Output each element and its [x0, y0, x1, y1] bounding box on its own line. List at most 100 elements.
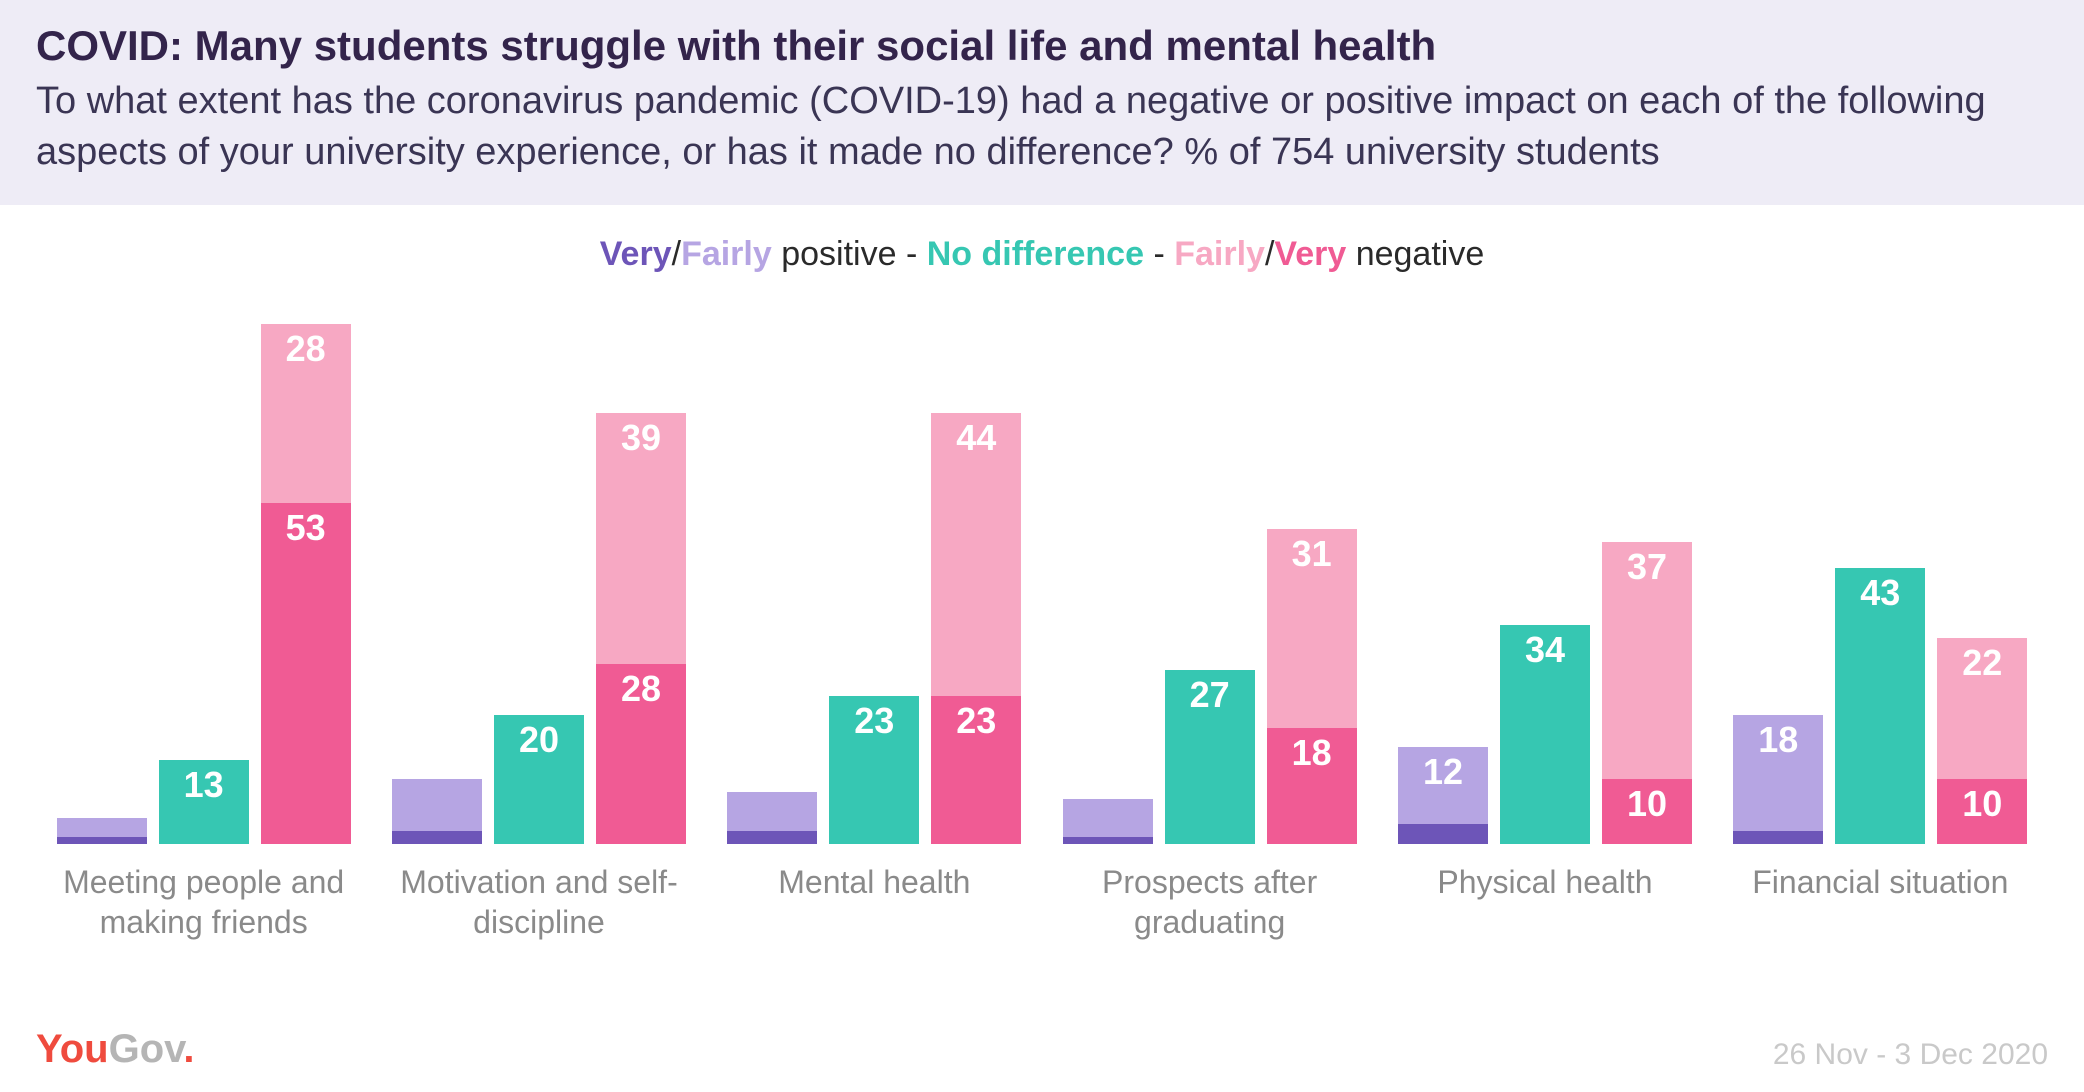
no-difference-bar: 34 [1500, 625, 1590, 843]
legend-very-positive: Very [600, 235, 672, 273]
legend-very-negative: Very [1274, 235, 1346, 273]
bars-row: 18 43 22 10 [1733, 324, 2027, 844]
positive-bar [1063, 799, 1153, 844]
legend-sep: - [1144, 235, 1174, 273]
bar-value-label: 43 [1860, 568, 1900, 614]
bar-segment: 13 [159, 760, 249, 843]
no-difference-bar: 23 [829, 696, 919, 844]
bar-value-label: 13 [184, 760, 224, 806]
bar-segment: 18 [1733, 715, 1823, 831]
bar-segment [1063, 799, 1153, 838]
bar-segment: 27 [1165, 670, 1255, 843]
bar-segment: 20 [494, 715, 584, 843]
bar-segment: 34 [1500, 625, 1590, 843]
category-label: Motivation and self-discipline [384, 862, 694, 942]
legend-slash: / [1265, 235, 1274, 273]
bars-row: 20 39 28 [392, 324, 686, 844]
chart-subtitle: To what extent has the coronavirus pande… [36, 76, 2048, 179]
category-group: 13 28 53 Meeting people and making friends [36, 324, 371, 964]
bar-segment: 23 [931, 696, 1021, 844]
bar-segment: 10 [1602, 779, 1692, 843]
negative-bar: 37 10 [1602, 542, 1692, 844]
category-group: 12 34 37 10 Physical health [1377, 324, 1712, 964]
logo-gov: Gov [109, 1027, 184, 1071]
bar-value-label: 18 [1292, 728, 1332, 774]
category-label: Physical health [1437, 862, 1652, 902]
bar-value-label: 39 [621, 413, 661, 459]
no-difference-bar: 20 [494, 715, 584, 843]
bar-value-label: 20 [519, 715, 559, 761]
positive-bar: 18 [1733, 715, 1823, 843]
bar-value-label: 22 [1962, 638, 2002, 684]
bar-segment [392, 831, 482, 844]
bar-segment [1063, 837, 1153, 843]
negative-bar: 22 10 [1937, 638, 2027, 843]
category-group: 27 31 18 Prospects after graduating [1042, 324, 1377, 964]
bar-value-label: 23 [956, 696, 996, 742]
no-difference-bar: 43 [1835, 568, 1925, 844]
bar-segment: 39 [596, 413, 686, 663]
bar-segment [727, 792, 817, 831]
positive-bar [392, 779, 482, 843]
no-difference-bar: 27 [1165, 670, 1255, 843]
negative-bar: 39 28 [596, 413, 686, 843]
category-group: 23 44 23 Mental health [707, 324, 1042, 964]
category-label: Prospects after graduating [1055, 862, 1365, 942]
bar-value-label: 28 [286, 324, 326, 370]
bar-value-label: 53 [286, 503, 326, 549]
bar-value-label: 37 [1627, 542, 1667, 588]
bar-value-label: 34 [1525, 625, 1565, 671]
bar-value-label: 31 [1292, 529, 1332, 575]
yougov-logo: YouGov. [36, 1027, 195, 1072]
logo-dot: . [183, 1027, 194, 1071]
bar-segment: 37 [1602, 542, 1692, 780]
category-label: Financial situation [1752, 862, 2008, 902]
bar-value-label: 23 [854, 696, 894, 742]
bar-segment: 44 [931, 413, 1021, 695]
bar-groups: 132853Meeting people and making friends2… [36, 324, 2048, 964]
survey-date: 26 Nov - 3 Dec 2020 [1773, 1038, 2048, 1072]
bar-segment [57, 837, 147, 843]
bar-segment [392, 779, 482, 830]
bar-segment: 12 [1398, 747, 1488, 824]
category-group: 20 39 28 Motivation and self-discipline [371, 324, 706, 964]
bar-segment: 53 [261, 503, 351, 843]
bar-value-label: 10 [1962, 779, 2002, 825]
bar-segment: 22 [1937, 638, 2027, 779]
bars-row: 12 34 37 10 [1398, 324, 1692, 844]
bars-row: 23 44 23 [727, 324, 1021, 844]
category-label: Meeting people and making friends [49, 862, 359, 942]
bar-segment: 28 [261, 324, 351, 504]
legend-slash: / [672, 235, 681, 273]
category-group: 18 43 22 10 Financial situation [1713, 324, 2048, 964]
chart-title: COVID: Many students struggle with their… [36, 22, 2048, 70]
bar-value-label: 28 [621, 664, 661, 710]
bar-segment: 28 [596, 664, 686, 844]
bar-value-label: 10 [1627, 779, 1667, 825]
bar-segment: 43 [1835, 568, 1925, 844]
positive-bar [727, 792, 817, 843]
positive-bar: 12 [1398, 747, 1488, 843]
category-label: Mental health [778, 862, 970, 902]
header-panel: COVID: Many students struggle with their… [0, 0, 2084, 205]
negative-bar: 44 23 [931, 413, 1021, 843]
bar-value-label: 18 [1758, 715, 1798, 761]
bar-segment [727, 831, 817, 844]
bar-segment: 23 [829, 696, 919, 844]
bar-value-label: 27 [1190, 670, 1230, 716]
legend-positive-word: positive - [772, 235, 927, 273]
bar-segment: 18 [1267, 728, 1357, 844]
legend-no-difference: No difference [927, 235, 1144, 273]
bars-row: 27 31 18 [1063, 324, 1357, 844]
bar-segment: 10 [1937, 779, 2027, 843]
legend-fairly-negative: Fairly [1174, 235, 1265, 273]
bar-segment [1733, 831, 1823, 844]
bar-value-label: 12 [1423, 747, 1463, 793]
bar-value-label: 44 [956, 413, 996, 459]
negative-bar: 31 18 [1267, 529, 1357, 844]
positive-bar [57, 818, 147, 844]
chart-area: 132853Meeting people and making friends2… [36, 324, 2048, 964]
bar-segment [57, 818, 147, 837]
bars-row: 13 28 53 [57, 324, 351, 844]
bar-segment [1398, 824, 1488, 843]
